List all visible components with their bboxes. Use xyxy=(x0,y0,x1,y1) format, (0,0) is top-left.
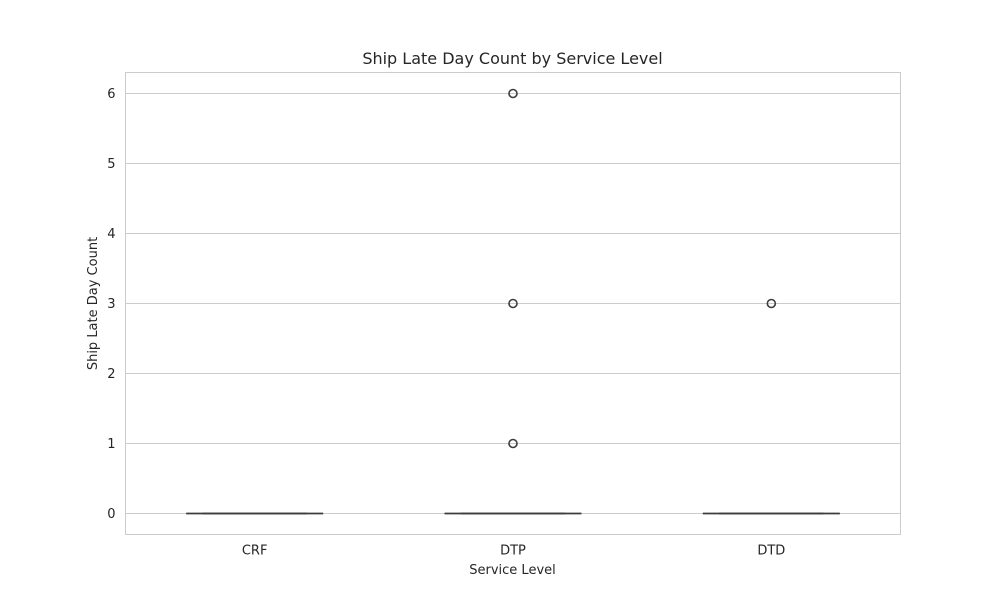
x-tick-label: CRF xyxy=(242,544,268,559)
outlier-point xyxy=(508,298,518,309)
y-tick-label: 3 xyxy=(107,297,115,312)
y-tick-label: 6 xyxy=(107,87,115,102)
y-tick-labels: 0 1 2 3 4 5 6 xyxy=(107,87,115,522)
grid-lines xyxy=(125,93,901,514)
plot-area-frame xyxy=(125,72,901,535)
x-tick-label: DTP xyxy=(500,544,526,559)
x-tick-labels: CRF DTP DTD xyxy=(242,544,785,559)
outlier-point xyxy=(766,298,777,309)
box-dtd xyxy=(702,298,840,515)
y-tick-label: 2 xyxy=(107,367,115,382)
y-axis-label: Ship Late Day Count xyxy=(86,237,101,370)
outlier-point xyxy=(508,88,518,99)
y-tick-label: 5 xyxy=(107,157,115,172)
x-axis-label: Service Level xyxy=(469,563,556,578)
boxes xyxy=(186,88,840,515)
chart-title: Ship Late Day Count by Service Level xyxy=(362,49,662,68)
x-tick-label: DTD xyxy=(757,544,785,559)
y-tick-label: 1 xyxy=(107,437,115,452)
outlier-point xyxy=(508,438,518,449)
y-tick-label: 4 xyxy=(107,227,115,242)
y-tick-label: 0 xyxy=(107,507,115,522)
box-dtp xyxy=(444,88,582,515)
